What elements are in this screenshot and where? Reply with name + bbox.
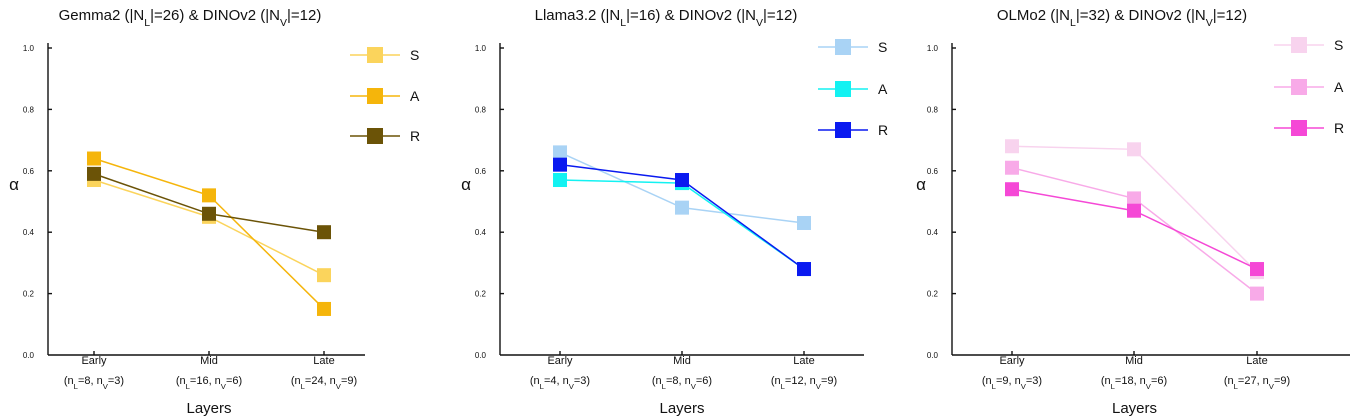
x-tick-label: Late xyxy=(1246,355,1267,367)
y-tick-label: 1.0 xyxy=(927,44,939,53)
x-tick-sublabel: (nL=12, nV=9) xyxy=(771,375,837,391)
x-tick-sublabel: (nL=8, nV=3) xyxy=(64,375,124,391)
y-tick-label: 0.0 xyxy=(475,351,487,360)
legend-label-S: S xyxy=(410,47,419,63)
x-tick-sublabel: (nL=27, nV=9) xyxy=(1224,375,1290,391)
y-tick-label: 0.0 xyxy=(23,351,35,360)
series-line-A xyxy=(93,157,325,310)
x-axis-label: Layers xyxy=(186,400,231,417)
data-point-S-early xyxy=(553,145,567,160)
data-point-R-early xyxy=(87,166,101,181)
x-tick-sublabel: (nL=9, nV=3) xyxy=(982,375,1042,391)
data-point-A-early xyxy=(553,173,567,188)
x-tick-label: Late xyxy=(793,355,814,367)
chart-title: OLMo2 (|NL|=32) & DINOv2 (|NV|=12) xyxy=(997,7,1247,29)
legend-marker-S xyxy=(367,47,383,63)
y-tick-label: 0.8 xyxy=(23,105,35,114)
series-line-A xyxy=(1011,167,1258,295)
data-point-A-early xyxy=(1005,160,1019,175)
legend-label-A: A xyxy=(878,81,888,97)
data-point-S-mid xyxy=(1127,142,1141,157)
legend-label-S: S xyxy=(1334,37,1343,53)
y-tick-label: 0.2 xyxy=(927,290,939,299)
x-axis-label: Layers xyxy=(1112,400,1157,417)
chart-panel-3: OLMo2 (|NL|=32) & DINOv2 (|NV|=12) 0.0 0.2… xyxy=(916,7,1350,417)
y-tick-label: 0.8 xyxy=(927,105,939,114)
y-tick-label: 0.4 xyxy=(23,228,35,237)
data-point-R-mid xyxy=(675,173,689,188)
x-tick-label: Early xyxy=(81,355,107,367)
chart-panel-1: Gemma2 (|NL|=26) & DINOv2 (|NV|=12) 0.0 0.… xyxy=(9,7,420,417)
legend-label-R: R xyxy=(410,128,420,144)
legend-marker-R xyxy=(1291,120,1307,136)
legend-marker-A xyxy=(367,88,383,104)
data-point-A-early xyxy=(87,151,101,166)
legend-marker-S xyxy=(1291,37,1307,53)
y-tick-label: 0.2 xyxy=(23,290,35,299)
data-point-R-early xyxy=(553,157,567,172)
chart-title: Llama3.2 (|NL|=16) & DINOv2 (|NV|=12) xyxy=(535,7,798,29)
x-tick-sublabel: (nL=18, nV=6) xyxy=(1101,375,1167,391)
y-tick-label: 0.6 xyxy=(23,167,35,176)
x-tick-label: Early xyxy=(547,355,573,367)
y-tick-label: 1.0 xyxy=(475,44,487,53)
x-axis-label: Layers xyxy=(659,400,704,417)
data-point-S-early xyxy=(1005,139,1019,154)
y-tick-label: 0.0 xyxy=(927,351,939,360)
legend-marker-R xyxy=(835,122,851,138)
data-point-R-mid xyxy=(202,206,216,221)
x-tick-label: Early xyxy=(999,355,1025,367)
x-tick-label: Mid xyxy=(1125,355,1143,367)
legend-label-A: A xyxy=(1334,79,1344,95)
x-tick-sublabel: (nL=8, nV=6) xyxy=(652,375,712,391)
x-tick-sublabel: (nL=24, nV=9) xyxy=(291,375,357,391)
data-point-A-late xyxy=(1250,286,1264,301)
legend-label-R: R xyxy=(1334,120,1344,136)
x-tick-label: Late xyxy=(313,355,334,367)
data-point-A-mid xyxy=(202,188,216,203)
data-point-R-mid xyxy=(1127,203,1141,218)
data-point-S-late xyxy=(797,215,811,230)
y-tick-label: 0.8 xyxy=(475,105,487,114)
y-axis-label: α xyxy=(461,175,471,194)
y-axis-label: α xyxy=(9,175,19,194)
x-tick-sublabel: (nL=4, nV=3) xyxy=(530,375,590,391)
chart-title: Gemma2 (|NL|=26) & DINOv2 (|NV|=12) xyxy=(59,7,322,29)
series-line-A xyxy=(559,179,805,270)
data-point-A-late xyxy=(317,301,331,316)
data-point-S-mid xyxy=(675,200,689,215)
y-tick-label: 0.6 xyxy=(475,167,487,176)
y-tick-label: 0.2 xyxy=(475,290,487,299)
legend-marker-A xyxy=(835,81,851,97)
data-point-R-late xyxy=(1250,262,1264,277)
data-point-R-late xyxy=(797,262,811,277)
legend-label-A: A xyxy=(410,88,420,104)
y-tick-label: 0.4 xyxy=(927,228,939,237)
data-point-S-late xyxy=(317,268,331,283)
y-tick-label: 0.4 xyxy=(475,228,487,237)
legend-label-R: R xyxy=(878,122,888,138)
legend-label-S: S xyxy=(878,39,887,55)
x-tick-sublabel: (nL=16, nV=6) xyxy=(176,375,242,391)
data-point-R-late xyxy=(317,225,331,240)
y-tick-label: 0.6 xyxy=(927,167,939,176)
legend-marker-R xyxy=(367,128,383,144)
data-point-A-mid xyxy=(1127,191,1141,206)
legend-marker-S xyxy=(835,39,851,55)
y-axis-label: α xyxy=(916,175,926,194)
data-point-R-early xyxy=(1005,182,1019,197)
x-tick-label: Mid xyxy=(673,355,691,367)
chart-panel-2: Llama3.2 (|NL|=16) & DINOv2 (|NV|=12) 0.0… xyxy=(461,7,888,417)
y-tick-label: 1.0 xyxy=(23,44,35,53)
legend-marker-A xyxy=(1291,79,1307,95)
x-tick-label: Mid xyxy=(200,355,218,367)
